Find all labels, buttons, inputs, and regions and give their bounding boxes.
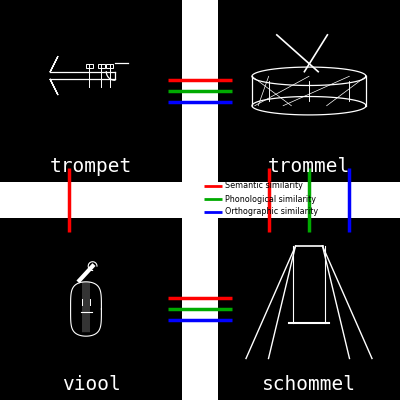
Bar <box>86 64 93 68</box>
Text: Phonological similarity: Phonological similarity <box>225 194 316 204</box>
Text: Orthographic similarity: Orthographic similarity <box>225 208 318 216</box>
Text: schommel: schommel <box>262 375 356 394</box>
Bar <box>218 218 400 400</box>
Bar <box>0 0 182 182</box>
Text: trompet: trompet <box>50 157 132 176</box>
Bar <box>106 64 113 68</box>
Text: trommel: trommel <box>268 157 350 176</box>
Bar <box>0 218 182 400</box>
Text: Semantic similarity: Semantic similarity <box>225 182 303 190</box>
Bar <box>98 64 105 68</box>
Text: viool: viool <box>62 375 120 394</box>
Bar <box>218 0 400 182</box>
